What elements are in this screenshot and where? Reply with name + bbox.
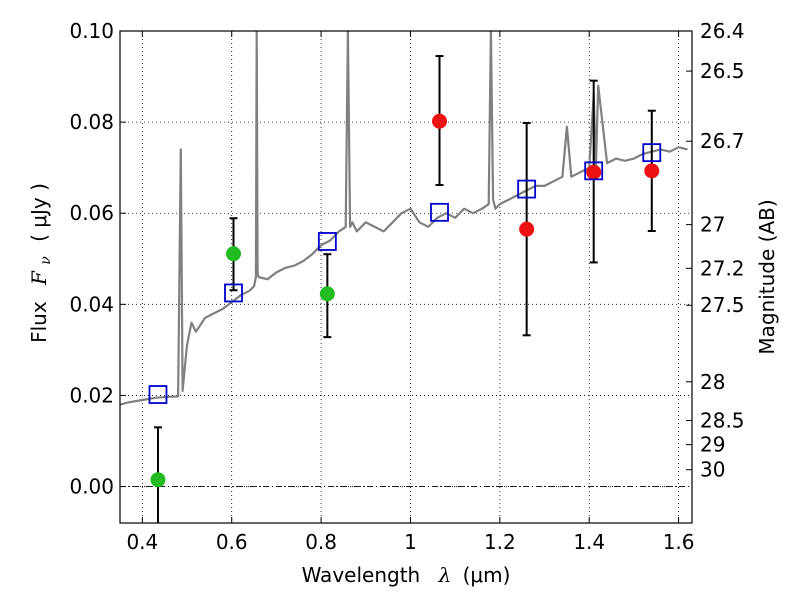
y-tick-label: 0.10 (69, 19, 114, 43)
wfc3_photometry-point (432, 113, 448, 129)
y-axis-label: Flux F ν ( μJy ) (27, 183, 55, 343)
x-axis-label-unit: (μm) (463, 563, 511, 587)
plot-frame (119, 30, 693, 524)
x-tick-label: 1 (404, 530, 417, 554)
wfc3_photometry-point (644, 163, 660, 179)
x-axis-label-text: Wavelength (302, 563, 421, 587)
mag-tick-label: 28 (700, 370, 725, 394)
mag-tick-label: 27 (700, 213, 725, 237)
x-tick-labels: 0.4 0.6 0.8 1 1.2 1.4 1.6 (126, 530, 694, 554)
mag-tick-label: 29 (700, 433, 725, 457)
x-tick-label: 1.6 (663, 530, 695, 554)
model-square-point (430, 202, 449, 222)
model-square-point (317, 232, 337, 251)
model-square-point (148, 385, 168, 404)
mag-tick-label: 26.5 (700, 59, 745, 83)
y-tick-label: 0.06 (69, 201, 114, 225)
y-axis-label-symbol: F (27, 270, 51, 286)
x-axis-label: Wavelength λ (μm) (302, 563, 511, 587)
axis-ticks (120, 30, 692, 523)
model-square-point (584, 161, 604, 181)
y-axis-label-subscript: ν (38, 256, 54, 265)
acs_photometry-point (150, 472, 166, 488)
y-tick-label: 0.00 (69, 475, 114, 499)
model-square-point (517, 179, 537, 199)
mag-tick-label: 27.5 (700, 293, 745, 317)
wfc3_photometry-point (586, 164, 602, 180)
y2-axis-label: Magnitude (AB) (755, 199, 779, 354)
model-square-point (224, 283, 243, 303)
y-tick-label: 0.02 (69, 383, 114, 407)
y-tick-labels: 0.00 0.02 0.04 0.06 0.08 0.10 (69, 19, 114, 499)
model-square-point (642, 143, 662, 163)
acs_photometry-point (319, 286, 335, 302)
x-tick-label: 0.4 (126, 530, 158, 554)
y-tick-label: 0.08 (69, 110, 114, 134)
x-axis-label-symbol: λ (438, 563, 452, 587)
acs_photometry-point (226, 246, 242, 262)
plot-background (120, 31, 692, 523)
mag-tick-label: 26.4 (700, 19, 745, 43)
y-tick-label: 0.04 (69, 292, 114, 316)
mag-tick-label: 28.5 (700, 409, 745, 433)
markers (148, 113, 662, 488)
mag-tick-label: 26.7 (700, 129, 745, 153)
x-tick-label: 0.6 (216, 530, 248, 554)
y-axis-label-prefix: Flux (27, 301, 51, 343)
wfc3_photometry-point (519, 221, 535, 237)
mag-tick-label: 27.2 (700, 256, 745, 280)
y-axis-label-unit: ( μJy ) (27, 183, 51, 242)
x-tick-label: 0.8 (305, 530, 337, 554)
x-tick-label: 1.2 (484, 530, 516, 554)
x-tick-label: 1.4 (573, 530, 605, 554)
mag-tick-label: 30 (700, 458, 725, 482)
